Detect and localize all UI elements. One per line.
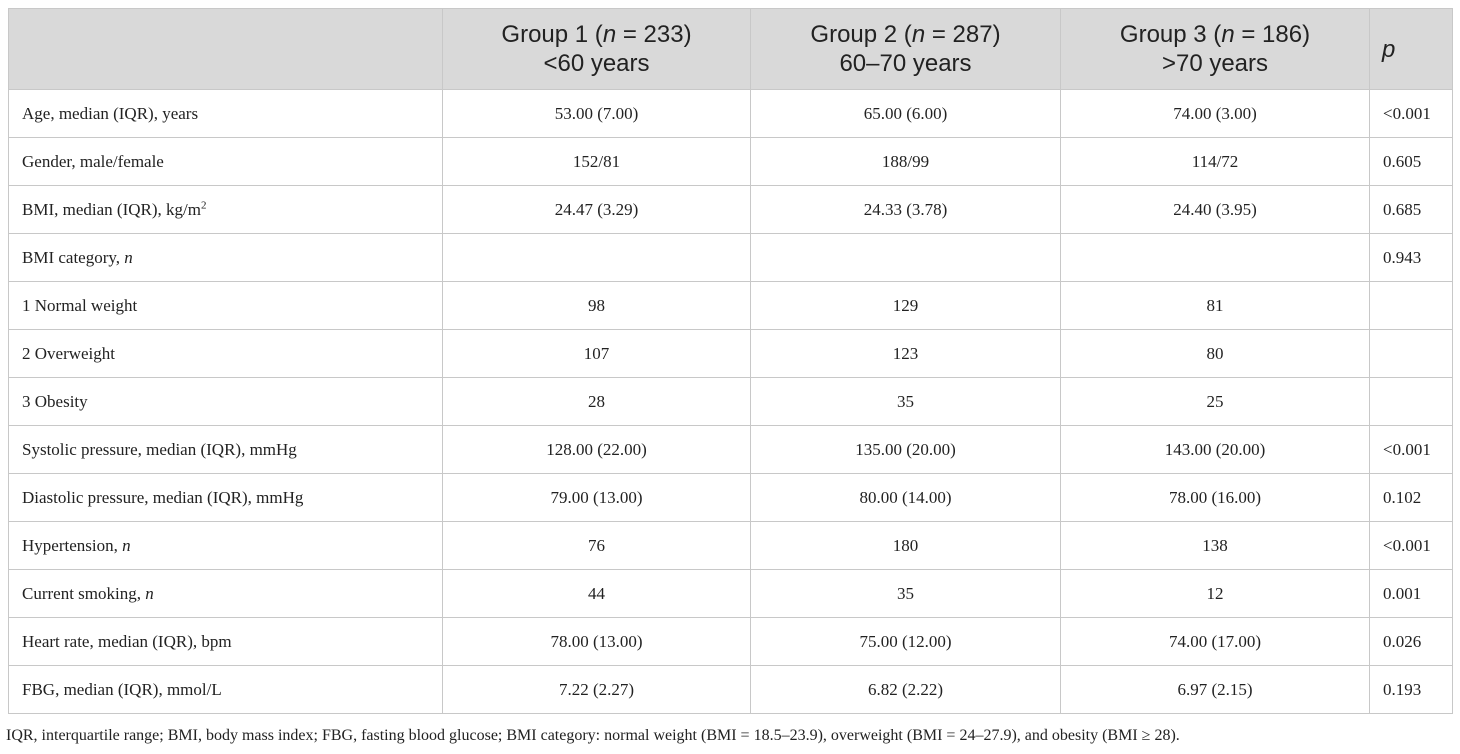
table-footnote: IQR, interquartile range; BMI, body mass… [6,727,1180,744]
cell-g2: 35 [750,569,1061,618]
cell-g1: 76 [442,521,751,570]
cell-p-value: <0.001 [1369,521,1453,570]
table-row: Diastolic pressure, median (IQR), mmHg 79… [8,473,1453,522]
table-row: Current smoking, n 44 35 12 0.001 [8,569,1453,618]
cell-p-value: 0.943 [1369,233,1453,282]
table-row: Hypertension, n 76 180 138 <0.001 [8,521,1453,570]
cell-p-value: 0.605 [1369,137,1453,186]
table-row: FBG, median (IQR), mmol/L 7.22 (2.27) 6.82… [8,665,1453,714]
cell-g2: 135.00 (20.00) [750,425,1061,474]
cell-g3: 143.00 (20.00) [1060,425,1370,474]
cell-p-value: 0.026 [1369,617,1453,666]
table-container: Group 1 (n = 233) <60 years Group 2 (n =… [8,8,1453,714]
cell-p-value: 0.102 [1369,473,1453,522]
cell-g2 [750,233,1061,282]
table-row: Age, median (IQR), years 53.00 (7.00) 65.0… [8,89,1453,138]
cell-g2: 6.82 (2.22) [750,665,1061,714]
table-row: 3 Obesity 28 35 25 [8,377,1453,426]
cell-g2: 65.00 (6.00) [750,89,1061,138]
cell-g3 [1060,233,1370,282]
row-label: Gender, male/female [8,137,443,186]
table-row: BMI, median (IQR), kg/m2 24.47 (3.29) 24.3… [8,185,1453,234]
row-label: Heart rate, median (IQR), bpm [8,617,443,666]
row-label: Hypertension, n [8,521,443,570]
cell-p-value: <0.001 [1369,89,1453,138]
cell-g1: 7.22 (2.27) [442,665,751,714]
row-label: Diastolic pressure, median (IQR), mmHg [8,473,443,522]
cell-p-value [1369,329,1453,378]
cell-g2: 129 [750,281,1061,330]
cell-g3: 12 [1060,569,1370,618]
cell-g3: 80 [1060,329,1370,378]
row-label: Systolic pressure, median (IQR), mmHg [8,425,443,474]
header-p-value: p [1369,8,1453,90]
row-label: BMI, median (IQR), kg/m2 [8,185,443,234]
cell-g1: 98 [442,281,751,330]
cell-g1: 24.47 (3.29) [442,185,751,234]
cell-g1: 128.00 (22.00) [442,425,751,474]
table-row: BMI category, n 0.943 [8,233,1453,282]
cell-g1: 152/81 [442,137,751,186]
cell-g1: 78.00 (13.00) [442,617,751,666]
cell-g3: 114/72 [1060,137,1370,186]
cell-g1: 44 [442,569,751,618]
header-group-2: Group 2 (n = 287) 60–70 years [750,8,1061,90]
row-label: Current smoking, n [8,569,443,618]
row-label: 1 Normal weight [8,281,443,330]
cell-g1: 107 [442,329,751,378]
header-row: Group 1 (n = 233) <60 years Group 2 (n =… [8,8,1453,90]
cell-p-value: 0.685 [1369,185,1453,234]
cell-g2: 35 [750,377,1061,426]
cell-g2: 24.33 (3.78) [750,185,1061,234]
cell-p-value [1369,377,1453,426]
cell-p-value: <0.001 [1369,425,1453,474]
row-label: BMI category, n [8,233,443,282]
header-group-3: Group 3 (n = 186) >70 years [1060,8,1370,90]
cell-p-value: 0.193 [1369,665,1453,714]
cell-p-value: 0.001 [1369,569,1453,618]
table-row: 2 Overweight 107 123 80 [8,329,1453,378]
cell-g3: 6.97 (2.15) [1060,665,1370,714]
cell-p-value [1369,281,1453,330]
cell-g2: 75.00 (12.00) [750,617,1061,666]
table-row: Gender, male/female 152/81 188/99 114/72 0.6… [8,137,1453,186]
cell-g2: 180 [750,521,1061,570]
cell-g2: 188/99 [750,137,1061,186]
row-label: 2 Overweight [8,329,443,378]
cell-g3: 74.00 (17.00) [1060,617,1370,666]
row-label: 3 Obesity [8,377,443,426]
cell-g3: 24.40 (3.95) [1060,185,1370,234]
cell-g3: 81 [1060,281,1370,330]
header-empty-cell [8,8,443,90]
cell-g1 [442,233,751,282]
table-row: 1 Normal weight 98 129 81 [8,281,1453,330]
header-group-1: Group 1 (n = 233) <60 years [442,8,751,90]
table-row: Heart rate, median (IQR), bpm 78.00 (13.0… [8,617,1453,666]
cell-g3: 78.00 (16.00) [1060,473,1370,522]
cell-g3: 25 [1060,377,1370,426]
characteristics-table: Group 1 (n = 233) <60 years Group 2 (n =… [8,8,1453,714]
row-label: FBG, median (IQR), mmol/L [8,665,443,714]
cell-g3: 138 [1060,521,1370,570]
cell-g1: 79.00 (13.00) [442,473,751,522]
cell-g3: 74.00 (3.00) [1060,89,1370,138]
table-row: Systolic pressure, median (IQR), mmHg 128… [8,425,1453,474]
row-label: Age, median (IQR), years [8,89,443,138]
cell-g2: 123 [750,329,1061,378]
cell-g2: 80.00 (14.00) [750,473,1061,522]
cell-g1: 53.00 (7.00) [442,89,751,138]
cell-g1: 28 [442,377,751,426]
